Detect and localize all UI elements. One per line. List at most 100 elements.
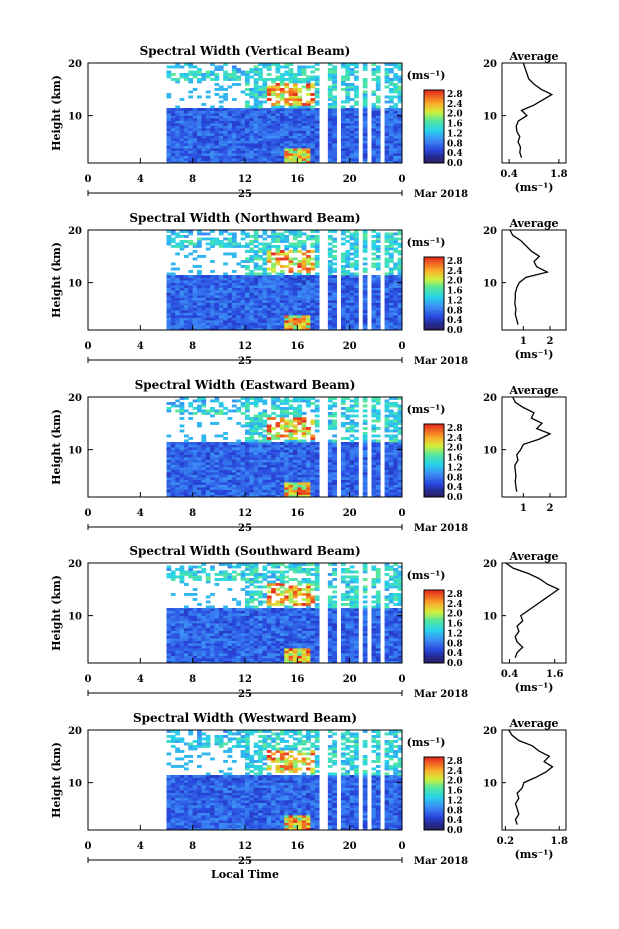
- heatmap-cell: [301, 462, 307, 465]
- heatmap-cell: [375, 414, 381, 418]
- heatmap-cell: [393, 454, 399, 458]
- heatmap-cell: [188, 467, 194, 470]
- heatmap-cell: [288, 98, 294, 101]
- heatmap-cell: [354, 472, 359, 475]
- heatmap-cell: [362, 322, 368, 326]
- heatmap-cell: [266, 494, 272, 498]
- heatmap-cell: [192, 474, 198, 478]
- heatmap-cell: [192, 653, 198, 656]
- heatmap-cell: [258, 85, 263, 89]
- heatmap-cell: [205, 474, 211, 478]
- heatmap-cell: [314, 145, 320, 149]
- average-frame: [501, 229, 567, 331]
- heatmap-cell: [340, 130, 346, 134]
- panel-title: Spectral Width (Eastward Beam): [135, 378, 356, 392]
- heatmap-cell: [192, 658, 198, 661]
- heatmap-cell: [288, 257, 294, 261]
- heatmap-cell: [375, 98, 381, 101]
- heatmap-cell: [354, 245, 359, 248]
- heatmap-cell: [271, 153, 276, 156]
- heatmap-cell: [292, 305, 298, 308]
- heatmap-cell: [214, 457, 220, 460]
- heatmap-cell: [310, 397, 316, 400]
- heatmap-cell: [301, 424, 307, 428]
- heatmap-cell: [362, 312, 368, 316]
- heatmap-cell: [349, 155, 355, 159]
- heatmap-cell: [362, 452, 368, 455]
- heatmap-cell: [205, 125, 211, 129]
- heatmap-cell: [179, 618, 185, 621]
- heatmap-cell: [354, 255, 359, 258]
- heatmap-cell: [170, 322, 176, 326]
- heatmap-cell: [292, 98, 298, 101]
- heatmap-cell: [275, 447, 281, 450]
- heatmap-cell: [275, 83, 281, 86]
- heatmap-cell: [205, 140, 211, 144]
- heatmap-cell: [301, 467, 307, 470]
- heatmap-cell: [249, 140, 255, 144]
- heatmap-cell: [375, 240, 381, 243]
- heatmap-cell: [297, 113, 303, 116]
- heatmap-cell: [214, 277, 220, 281]
- heatmap-cell: [306, 310, 311, 313]
- colorbar-segment: [424, 281, 444, 285]
- heatmap-cell: [314, 158, 320, 161]
- heatmap-cell: [197, 290, 202, 293]
- heatmap-cell: [188, 623, 194, 626]
- heatmap-cell: [362, 250, 368, 253]
- heatmap-cell: [284, 103, 290, 106]
- heatmap-cell: [310, 317, 316, 321]
- colorbar-segment: [424, 470, 444, 473]
- heatmap-cell: [245, 402, 250, 405]
- heatmap-cell: [393, 449, 399, 453]
- heatmap-cell: [201, 472, 207, 475]
- heatmap-cell: [345, 78, 351, 81]
- heatmap-cell: [197, 618, 202, 621]
- heatmap-cell: [210, 494, 215, 498]
- heatmap-cell: [205, 457, 211, 460]
- heatmap-cell: [192, 447, 198, 450]
- heatmap-cell: [245, 429, 250, 433]
- heatmap-cell: [236, 113, 242, 116]
- heatmap-cell: [301, 148, 307, 151]
- heatmap-cell: [227, 417, 233, 420]
- heatmap-cell: [340, 145, 346, 149]
- heatmap-cell: [175, 145, 180, 149]
- heatmap-cell: [362, 414, 368, 418]
- heatmap-cell: [188, 648, 194, 651]
- heatmap-cell: [345, 459, 351, 463]
- heatmap-cell: [245, 73, 250, 76]
- heatmap-cell: [301, 310, 307, 313]
- heatmap-cell: [345, 292, 351, 296]
- heatmap-cell: [170, 232, 176, 236]
- heatmap-cell: [214, 148, 220, 151]
- heatmap-cell: [201, 110, 207, 114]
- heatmap-cell: [175, 290, 180, 293]
- heatmap-cell: [175, 315, 180, 318]
- heatmap-cell: [271, 277, 276, 281]
- heatmap-cell: [345, 484, 351, 488]
- panel-title: Spectral Width (Vertical Beam): [140, 44, 351, 58]
- heatmap-cell: [170, 120, 176, 124]
- heatmap-cell: [188, 568, 194, 571]
- heatmap-cell: [166, 640, 172, 644]
- heatmap-cell: [188, 573, 194, 576]
- heatmap-cell: [393, 153, 399, 156]
- colorbar-segment: [424, 286, 444, 289]
- heatmap-cell: [218, 487, 224, 490]
- heatmap-cell: [271, 108, 276, 111]
- heatmap-cell: [253, 120, 259, 124]
- heatmap-cell: [201, 322, 207, 326]
- heatmap-cell: [201, 625, 207, 629]
- heatmap-cell: [179, 457, 185, 460]
- heatmap-cell: [258, 110, 263, 114]
- heatmap-cell: [288, 457, 294, 460]
- heatmap-cell: [240, 232, 246, 236]
- heatmap-cell: [340, 292, 346, 296]
- heatmap-cell: [292, 143, 298, 146]
- heatmap-cell: [292, 250, 298, 253]
- heatmap-cell: [279, 300, 285, 303]
- heatmap-cell: [192, 125, 198, 129]
- heatmap-cell: [227, 292, 233, 296]
- heatmap-cell: [354, 399, 359, 403]
